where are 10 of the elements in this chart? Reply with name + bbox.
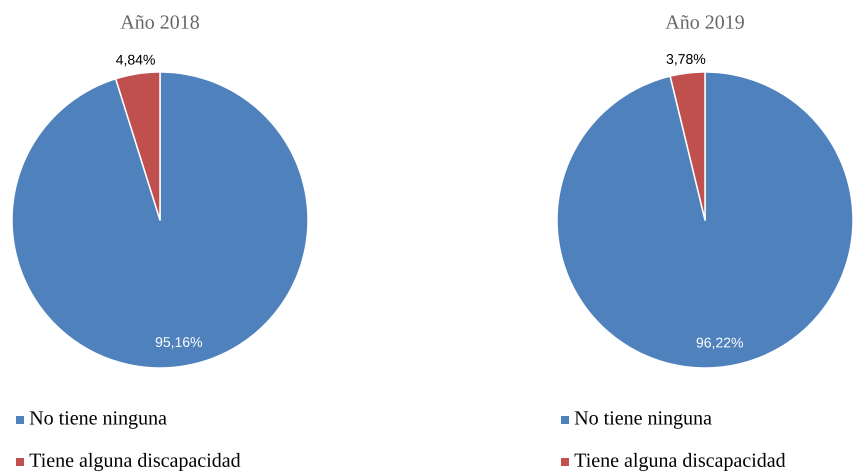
data-label: 96,22% bbox=[696, 338, 743, 350]
legend-label: No tiene ninguna bbox=[30, 411, 167, 429]
legend-label: Tiene alguna discapacidad bbox=[574, 452, 786, 472]
legend-label: Tiene alguna discapacidad bbox=[30, 452, 240, 472]
chart-title: Año 2019 bbox=[665, 15, 744, 29]
legend-label: No tiene ninguna bbox=[574, 411, 712, 429]
data-label: 4,84% bbox=[116, 54, 155, 66]
data-label: 3,78% bbox=[666, 54, 706, 66]
data-label: 95,16% bbox=[156, 337, 202, 349]
chart-title: Año 2018 bbox=[120, 15, 199, 29]
